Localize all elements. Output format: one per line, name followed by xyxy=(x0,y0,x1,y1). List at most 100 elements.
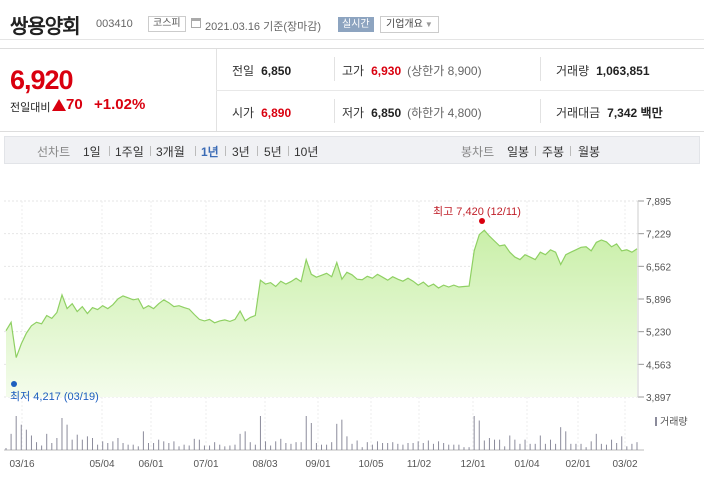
volume-bar xyxy=(102,441,104,450)
volume-bar xyxy=(92,438,94,450)
volume: 거래량 1,063,851 xyxy=(556,64,650,78)
volume-bar xyxy=(214,442,216,450)
volume-bar xyxy=(524,439,526,450)
volume-bar xyxy=(331,442,333,450)
volume-bar xyxy=(193,438,195,450)
x-tick-label: 10/05 xyxy=(358,459,383,470)
volume-bar xyxy=(432,443,434,450)
volume-bar xyxy=(315,443,317,450)
volume-bar xyxy=(127,444,129,450)
market-badge: 코스피 xyxy=(148,16,186,32)
x-tick-label: 02/01 xyxy=(565,459,590,470)
divider xyxy=(288,146,289,156)
volume-bar xyxy=(244,431,246,450)
divider xyxy=(334,99,335,123)
volume-bar xyxy=(153,443,155,450)
volume-bar xyxy=(229,445,231,450)
tab-3y[interactable]: 3년 xyxy=(232,145,250,159)
volume-bar xyxy=(142,431,144,450)
volume-bar xyxy=(300,442,302,450)
volume-bar xyxy=(86,436,88,450)
volume-bar xyxy=(453,444,455,450)
volume-bar xyxy=(15,416,17,450)
volume-bar xyxy=(285,443,287,450)
price-change-pct: +1.02% xyxy=(94,96,146,113)
stock-header: 쌍용양회 003410 코스피 2021.03.16 기준(장마감) 실시간 기… xyxy=(0,0,704,40)
volume-bar xyxy=(46,433,48,450)
volume-bar xyxy=(112,441,114,450)
tab-weekly[interactable]: 주봉 xyxy=(542,145,565,159)
tab-1d[interactable]: 1일 xyxy=(83,145,101,159)
corp-info-dropdown[interactable]: 기업개요 ▼ xyxy=(380,16,439,33)
tab-monthly[interactable]: 월봉 xyxy=(578,145,601,159)
volume-bar xyxy=(290,443,292,450)
volume-bar xyxy=(387,443,389,450)
volume-bar xyxy=(575,443,577,450)
y-tick-label: 7,895 xyxy=(646,197,671,208)
volume-bar xyxy=(616,443,618,450)
volume-bar xyxy=(321,444,322,450)
volume-bar xyxy=(605,444,607,450)
volume-bar xyxy=(66,424,68,450)
divider xyxy=(109,146,110,156)
tab-3m[interactable]: 3개월 xyxy=(156,145,185,159)
tab-1w[interactable]: 1주일 xyxy=(115,145,144,159)
up-arrow-icon xyxy=(52,99,66,111)
trade-amount: 거래대금 7,342 백만 xyxy=(556,106,663,120)
volume-bar xyxy=(178,446,180,450)
realtime-button[interactable]: 실시간 xyxy=(338,17,374,32)
volume-bar xyxy=(402,444,404,450)
volume-bar xyxy=(117,438,119,450)
x-tick-label: 07/01 xyxy=(193,459,218,470)
compare-label: 전일대비 xyxy=(10,102,51,114)
volume-bar xyxy=(81,439,83,450)
volume-bar xyxy=(265,441,267,450)
x-tick-label: 12/01 xyxy=(460,459,485,470)
price-chart[interactable]: 7,895 7,229 6,562 5,896 5,230 4,563 3,897 03/1… xyxy=(0,178,704,488)
x-tick-label: 11/02 xyxy=(407,459,432,470)
calendar-icon xyxy=(191,18,201,28)
volume-bar xyxy=(499,439,501,450)
divider xyxy=(540,57,541,81)
tab-5y[interactable]: 5년 xyxy=(264,145,282,159)
y-tick-label: 5,896 xyxy=(646,295,671,306)
volume-bar xyxy=(626,446,628,450)
base-date: 2021.03.16 기준(장마감) xyxy=(205,21,322,33)
volume-bar xyxy=(621,436,623,450)
line-chart-label[interactable]: 선차트 xyxy=(37,145,71,159)
tab-1y[interactable]: 1년 xyxy=(201,145,219,159)
candle-chart-label[interactable]: 봉차트 xyxy=(461,145,495,159)
volume-bar xyxy=(198,439,200,450)
volume-bar xyxy=(585,447,587,450)
low-annotation: 최저 4,217 (03/19) xyxy=(10,390,99,403)
volume-bar xyxy=(158,439,160,450)
volume-bar xyxy=(560,427,562,450)
price-line xyxy=(5,229,638,358)
volume-bar xyxy=(611,439,613,450)
tab-daily[interactable]: 일봉 xyxy=(507,145,530,159)
open-price: 시가 6,890 xyxy=(232,106,292,120)
price-summary: 6,920 전일대비 70 +1.02% 전일 6,850 고가 6,930 (상한가… xyxy=(0,48,704,132)
volume-bar xyxy=(600,443,602,450)
volume-bar xyxy=(448,444,450,450)
volume-bar xyxy=(188,445,190,450)
current-price: 6,920 xyxy=(10,65,74,95)
tab-10y[interactable]: 10년 xyxy=(294,145,319,159)
volume-bar xyxy=(458,444,460,450)
corp-info-label: 기업개요 xyxy=(386,19,423,30)
price-area xyxy=(6,230,637,397)
low-marker xyxy=(11,381,17,387)
volume-bar xyxy=(555,443,557,450)
volume-bar xyxy=(280,438,282,450)
divider xyxy=(535,146,536,156)
volume-bar xyxy=(173,441,175,450)
volume-bar xyxy=(412,443,414,450)
y-tick-label: 5,230 xyxy=(646,328,671,339)
high-annotation: 최고 7,420 (12/11) xyxy=(433,205,521,218)
divider xyxy=(195,146,196,156)
period-tabs: 선차트 1일 1주일 3개월 1년 3년 5년 10년 봉차트 일봉 주봉 월봉 xyxy=(4,136,700,164)
volume-bar xyxy=(295,442,297,450)
volume-bar xyxy=(219,444,221,450)
stock-code: 003410 xyxy=(96,18,133,30)
divider xyxy=(225,146,226,156)
